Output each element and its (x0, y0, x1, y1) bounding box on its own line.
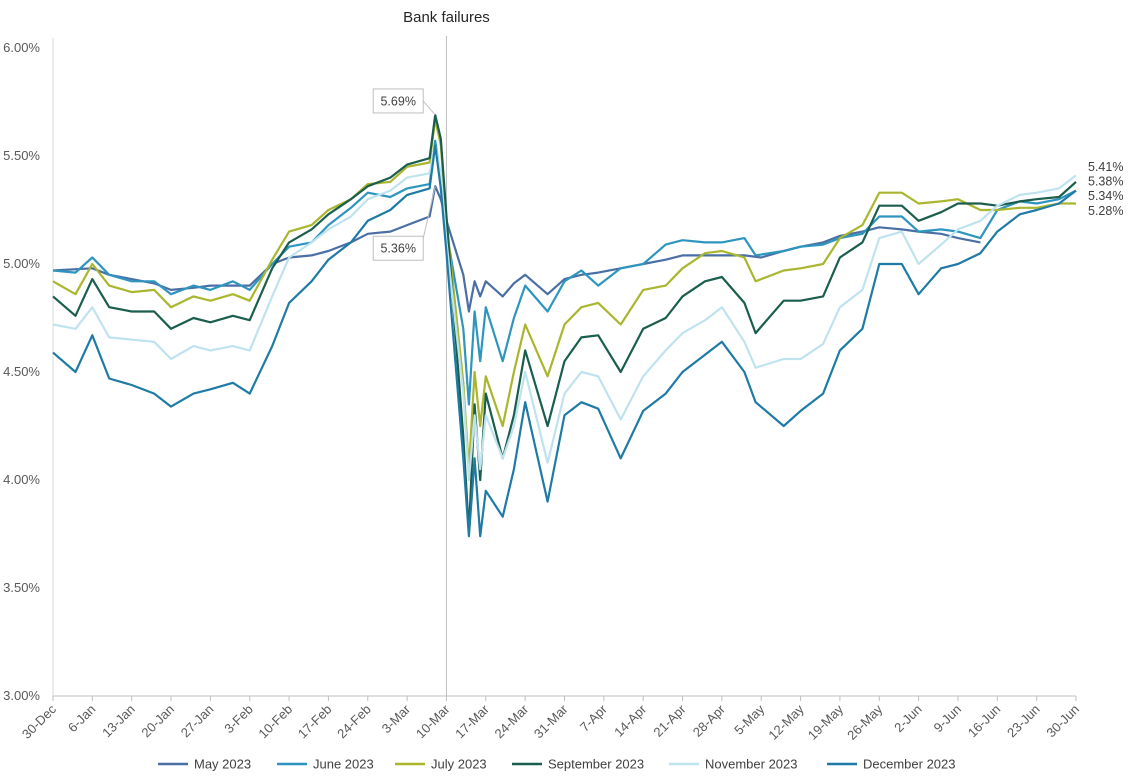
x-tick-label: 17-Feb (295, 702, 335, 742)
x-tick-label: 14-Apr (611, 701, 650, 740)
x-tick-label: 20-Jan (138, 702, 177, 741)
x-tick-label: 23-Jun (1004, 702, 1043, 741)
x-tick-label: 24-Mar (492, 701, 532, 741)
x-tick-label: 31-Mar (531, 701, 571, 741)
legend-item-september-2023: September 2023 (512, 757, 644, 772)
legend: May 2023 June 2023 July 2023 September 2023… (158, 757, 956, 772)
x-tick-label: 28-Apr (690, 701, 729, 740)
x-tick-label: 27-Jan (178, 702, 217, 741)
legend-label: May 2023 (194, 757, 251, 772)
end-labels: 5.41%5.38%5.34%5.28% (1088, 160, 1123, 218)
x-tick-label: 10-Feb (255, 702, 295, 742)
legend-item-july-2023: July 2023 (395, 757, 487, 772)
series-line-september-2023 (52, 113, 1077, 533)
callout-leader (422, 100, 436, 116)
legend-label: December 2023 (863, 757, 956, 772)
x-tick-label: 9-Jun (930, 702, 964, 736)
series-line-november-2023 (52, 144, 1077, 482)
series-line-december-2023 (52, 144, 1077, 538)
x-tick-label: 5-May (731, 701, 767, 737)
callout-label: 5.36% (380, 242, 415, 256)
x-tick-label: 2-Jun (891, 702, 925, 736)
y-tick-label: 3.00% (3, 688, 40, 703)
bank-failures-label: Bank failures (403, 9, 490, 26)
end-label: 5.38% (1088, 175, 1123, 189)
y-tick-label: 5.50% (3, 148, 40, 163)
end-label: 5.28% (1088, 204, 1123, 218)
y-tick-label: 4.50% (3, 364, 40, 379)
y-tick-label: 5.00% (3, 256, 40, 271)
series-line-july-2023 (52, 118, 1076, 471)
x-tick-label: 13-Jan (99, 702, 138, 741)
x-tick-label: 17-Mar (452, 701, 492, 741)
x-tick-label: 26-May (844, 701, 886, 743)
end-label: 5.34% (1088, 189, 1123, 203)
x-tick-label: 3-Feb (221, 702, 256, 737)
callout-box (372, 235, 424, 261)
x-tick-label: 24-Feb (334, 702, 374, 742)
y-tick-label: 3.50% (3, 580, 40, 595)
x-tick-label: 30-Dec (19, 701, 60, 742)
series-line-may-2023 (52, 185, 981, 313)
x-tick-label: 12-May (765, 701, 807, 743)
legend-label: November 2023 (705, 757, 798, 772)
legend-label: September 2023 (548, 757, 644, 772)
axes: 3.00% 3.50% 4.00% 4.50% 5.00% 5.50% 6.00% 30-De… (3, 38, 1082, 743)
legend-label: July 2023 (431, 757, 487, 772)
legend-item-may-2023: May 2023 (158, 757, 251, 772)
legend-item-november-2023: November 2023 (669, 757, 798, 772)
x-tick-label: 30-Jun (1043, 702, 1082, 741)
callout-box (372, 88, 424, 114)
x-tick-label: 21-Apr (650, 701, 689, 740)
bank-failures-annotation: Bank failures (403, 9, 490, 696)
end-label: 5.41% (1088, 160, 1123, 174)
y-tick-label: 4.00% (3, 472, 40, 487)
x-tick-label: 10-Mar (413, 701, 453, 741)
legend-item-june-2023: June 2023 (277, 757, 374, 772)
x-tick-label: 7-Apr (577, 701, 611, 735)
callout-label: 5.69% (380, 94, 415, 108)
x-tick-label: 3-Mar (379, 701, 414, 736)
x-tick-label: 6-Jan (65, 702, 99, 736)
y-tick-label: 6.00% (3, 40, 40, 55)
x-tick-label: 19-May (805, 701, 847, 743)
callout-leader (422, 186, 436, 239)
legend-item-december-2023: December 2023 (827, 757, 956, 772)
legend-label: June 2023 (313, 757, 374, 772)
callouts: 5.69% 5.36% (372, 88, 436, 261)
series-lines (52, 113, 1077, 538)
series-line-june-2023 (52, 139, 1077, 406)
x-tick-label: 16-Jun (965, 702, 1004, 741)
